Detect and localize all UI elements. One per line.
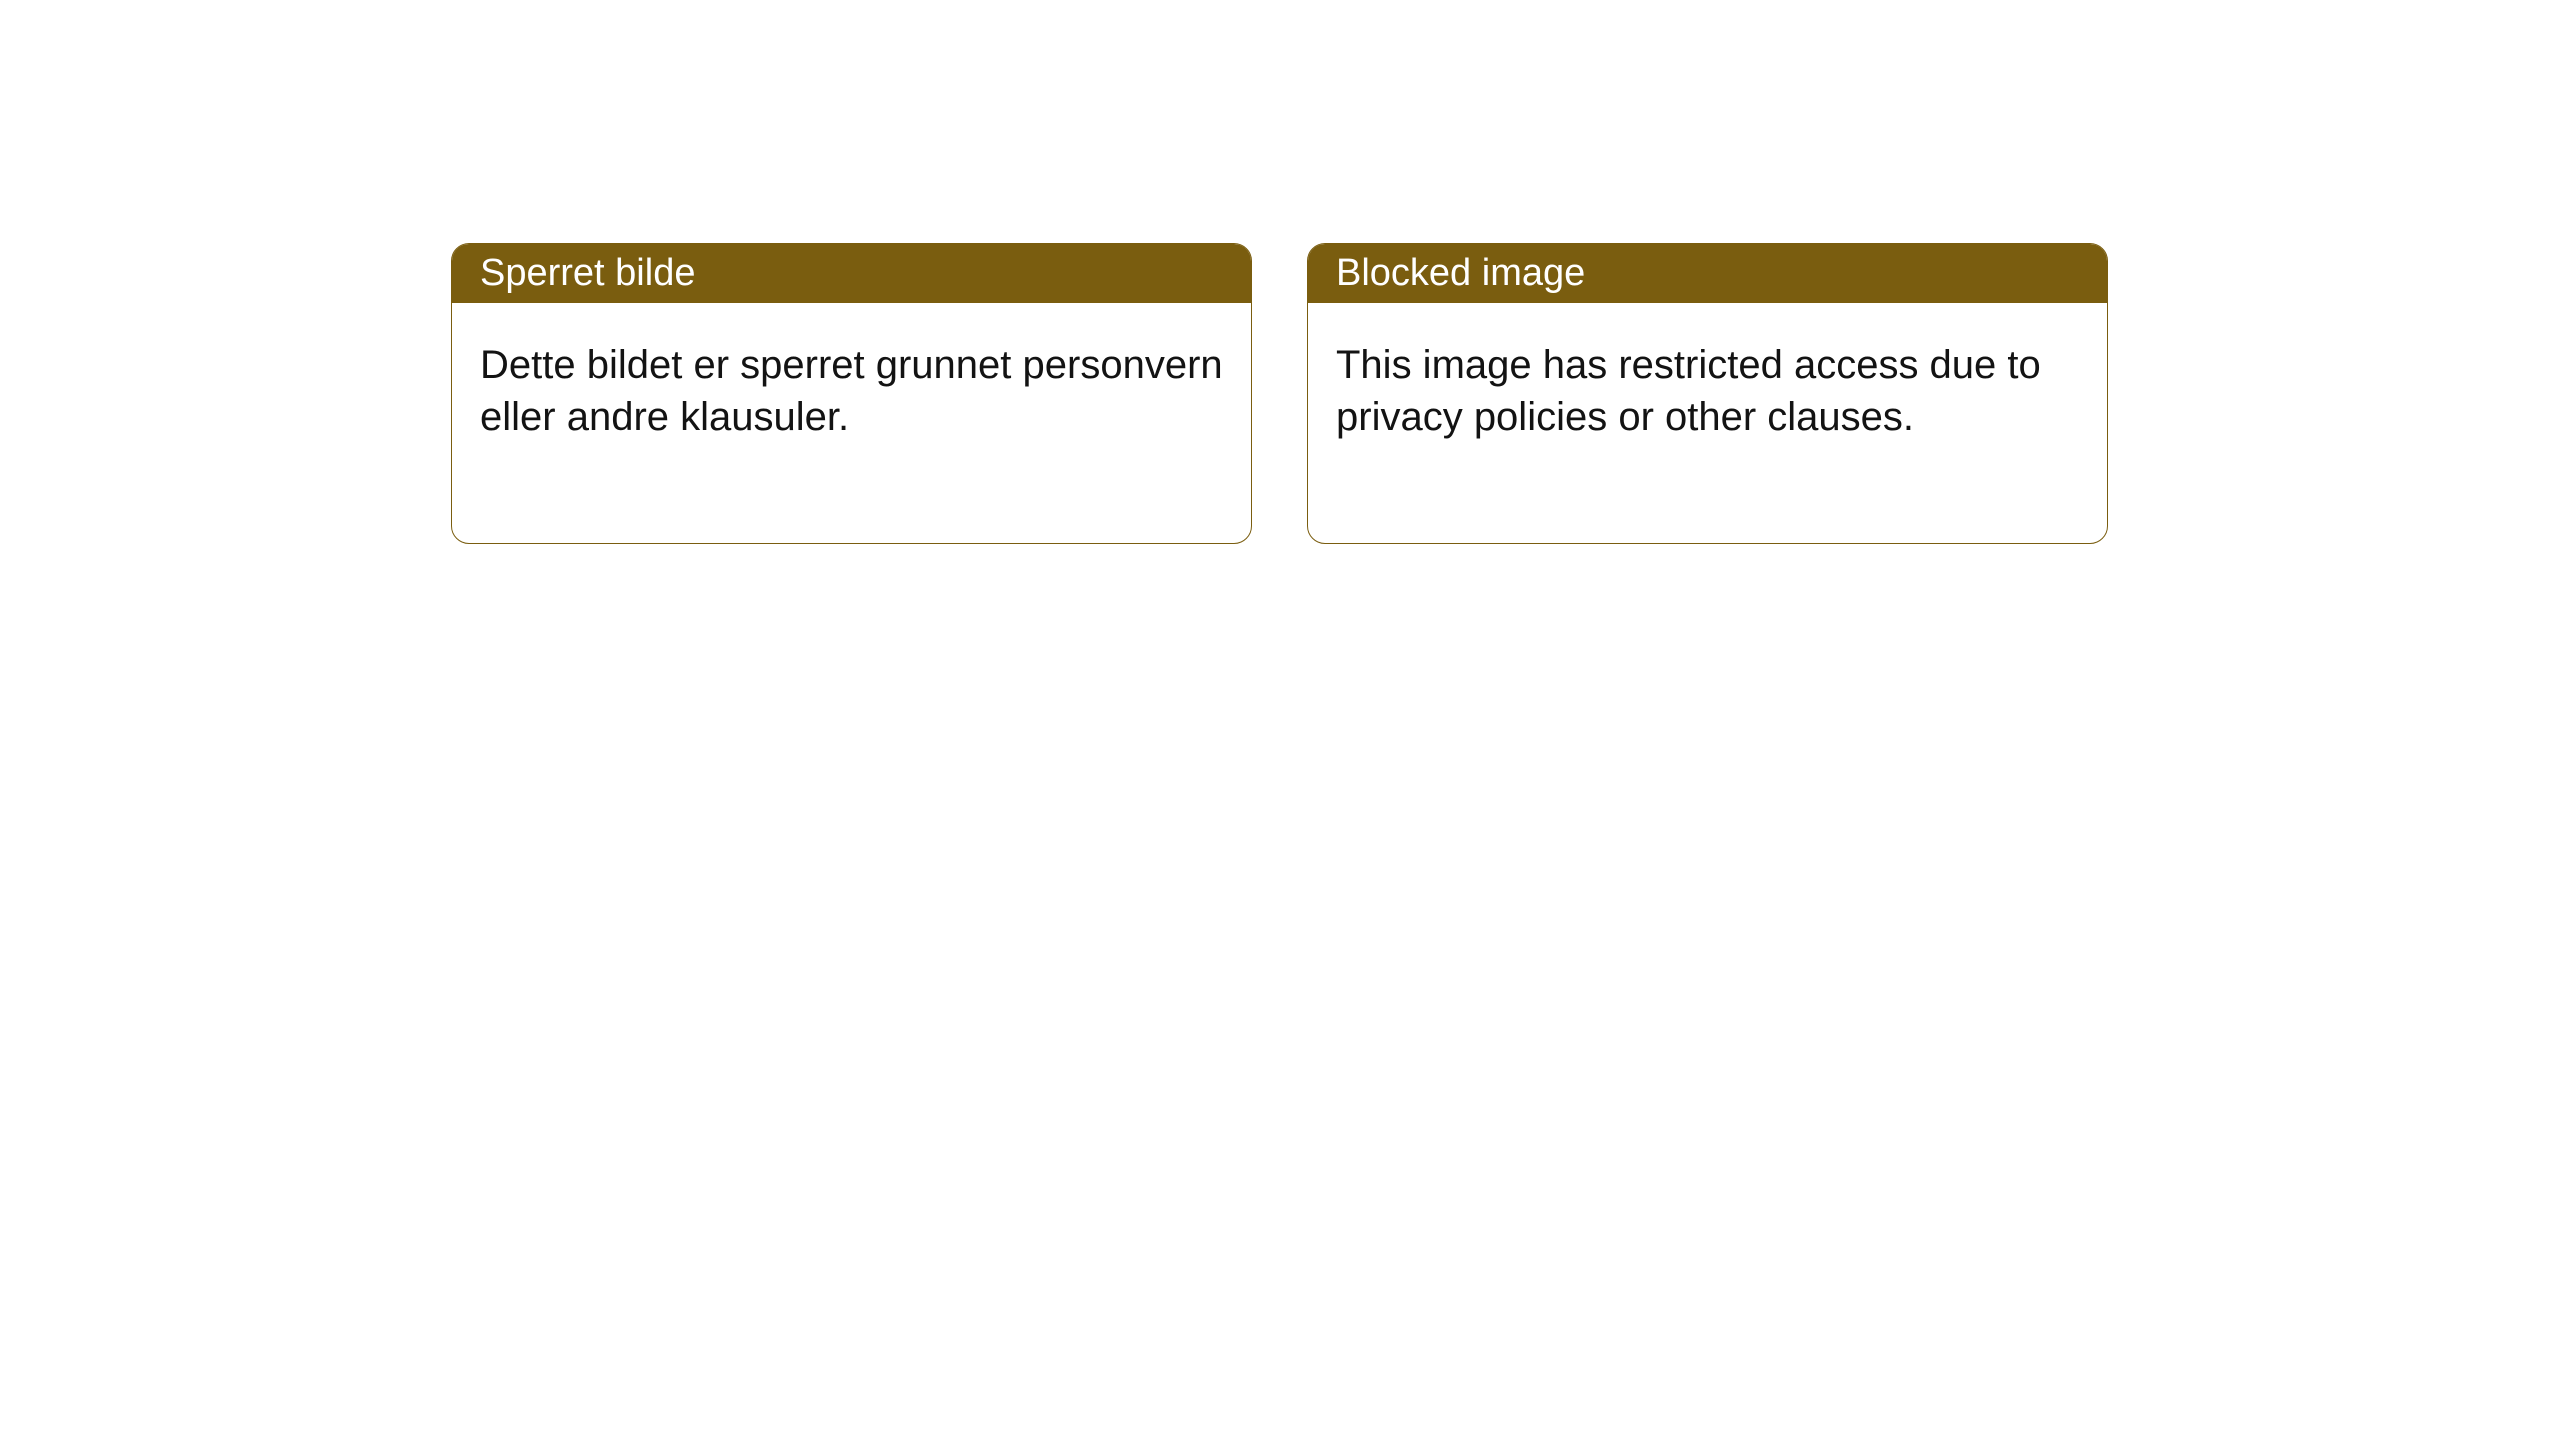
card-title: Blocked image: [1308, 244, 2107, 303]
card-body: This image has restricted access due to …: [1308, 303, 2107, 543]
card-body: Dette bildet er sperret grunnet personve…: [452, 303, 1251, 543]
notice-card-norwegian: Sperret bilde Dette bildet er sperret gr…: [451, 243, 1252, 544]
card-title: Sperret bilde: [452, 244, 1251, 303]
notice-card-english: Blocked image This image has restricted …: [1307, 243, 2108, 544]
notice-cards-container: Sperret bilde Dette bildet er sperret gr…: [0, 0, 2560, 544]
